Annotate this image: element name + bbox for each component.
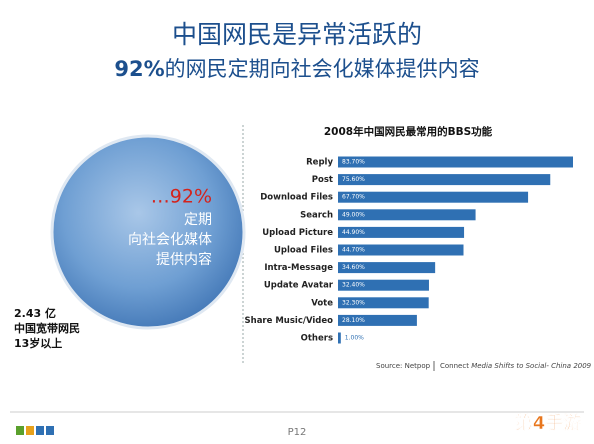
bar (338, 297, 429, 309)
value-label: 32.40% (342, 282, 365, 289)
page-number: P12 (288, 427, 307, 438)
value-label: 44.90% (342, 229, 365, 236)
value-label: 83.70% (342, 159, 365, 166)
source: Source: Netpop (376, 362, 431, 370)
bar (338, 262, 436, 274)
subtitle-strong: 92% (114, 57, 164, 81)
category-label: Search (300, 210, 333, 220)
stat-line: 13岁以上 (14, 336, 62, 350)
circle-line: 定期 (184, 212, 212, 228)
source-connect-word: Connect (440, 362, 469, 370)
stat-line: 中国宽带网民 (14, 321, 80, 335)
chart-title: 2008年中国网民最常用的BBS功能 (324, 125, 493, 138)
value-label: 75.60% (342, 176, 365, 183)
bar (338, 226, 465, 238)
bar (338, 156, 573, 168)
value-label: 67.70% (342, 194, 365, 201)
category-label: Share Music/Video (245, 316, 334, 326)
circle-line: 向社会化媒体 (128, 232, 212, 248)
subtitle: 92%的网民定期向社会化媒体提供内容 (114, 57, 479, 81)
category-label: Upload Files (274, 246, 333, 256)
stat-line: 2.43 亿 (14, 306, 56, 320)
category-label: Vote (311, 298, 333, 308)
value-label: 28.10% (342, 317, 365, 324)
value-label: 1.00% (345, 335, 364, 342)
bar (338, 209, 476, 221)
source-connect: Connect Media Shifts to Social- China 20… (440, 362, 592, 370)
category-label: Download Files (260, 193, 333, 203)
source-title: Media Shifts to Social- China 2009 (471, 362, 591, 370)
bar (338, 314, 417, 326)
category-label: Upload Picture (262, 228, 333, 238)
category-label: Intra-Message (264, 263, 333, 273)
category-label: Others (301, 334, 333, 344)
circle-percent: …92% (151, 186, 212, 208)
bar (338, 191, 529, 203)
category-label: Reply (306, 158, 333, 168)
logo (16, 426, 54, 435)
value-label: 44.70% (342, 247, 365, 254)
subtitle-text: 的网民定期向社会化媒体提供内容 (165, 57, 480, 81)
bar (338, 332, 341, 344)
value-label: 49.00% (342, 211, 365, 218)
title: 中国网民是异常活跃的 (172, 20, 422, 49)
value-label: 32.30% (342, 299, 365, 306)
watermark: 第4手游 (515, 412, 582, 434)
bar (338, 174, 551, 186)
bar (338, 244, 464, 256)
category-label: Update Avatar (264, 281, 334, 291)
bar (338, 279, 429, 291)
circle-line: 提供内容 (156, 251, 212, 268)
value-label: 34.60% (342, 264, 365, 271)
category-label: Post (312, 175, 333, 185)
circle (50, 134, 246, 330)
